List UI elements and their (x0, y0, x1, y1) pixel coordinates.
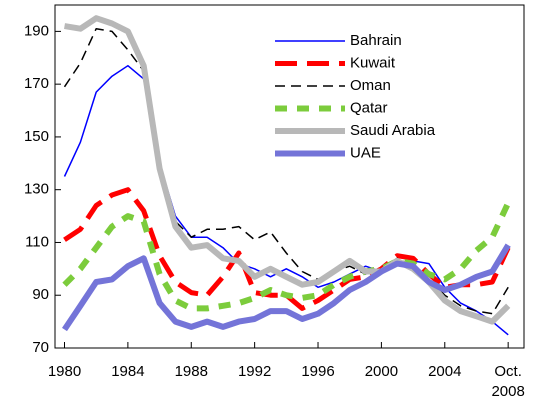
x-tick-label: 2004 (428, 363, 462, 380)
legend-label: Qatar (350, 99, 388, 116)
x-tick-label: 1988 (174, 363, 208, 380)
y-tick-label: 70 (32, 339, 49, 356)
series-line (63, 27, 509, 315)
series-line (63, 187, 511, 311)
series-line (62, 243, 511, 332)
legend-label: Bahrain (350, 32, 402, 49)
legend-label: UAE (350, 144, 381, 161)
series-line (62, 201, 511, 312)
y-tick-label: 150 (24, 128, 49, 145)
x-tick-label: 1996 (301, 363, 335, 380)
y-tick-label: 90 (32, 286, 49, 303)
legend-label: Oman (350, 77, 391, 94)
series-line (64, 15, 511, 325)
y-tick-label: 170 (24, 75, 49, 92)
series-line (63, 64, 509, 336)
legend-label: Kuwait (350, 54, 396, 71)
y-tick-label: 190 (24, 22, 49, 39)
x-tick-label: Oct. 2008 (491, 363, 525, 400)
y-tick-label: 110 (25, 233, 49, 250)
y-tick-label: 130 (24, 181, 49, 198)
x-tick-label: 1980 (47, 363, 82, 380)
plot-frame (54, 4, 525, 349)
x-tick-label: 1984 (111, 363, 145, 380)
x-tick-label: 1992 (237, 363, 272, 380)
legend-label: Saudi Arabia (350, 122, 436, 139)
x-tick-label: 2000 (364, 363, 399, 380)
